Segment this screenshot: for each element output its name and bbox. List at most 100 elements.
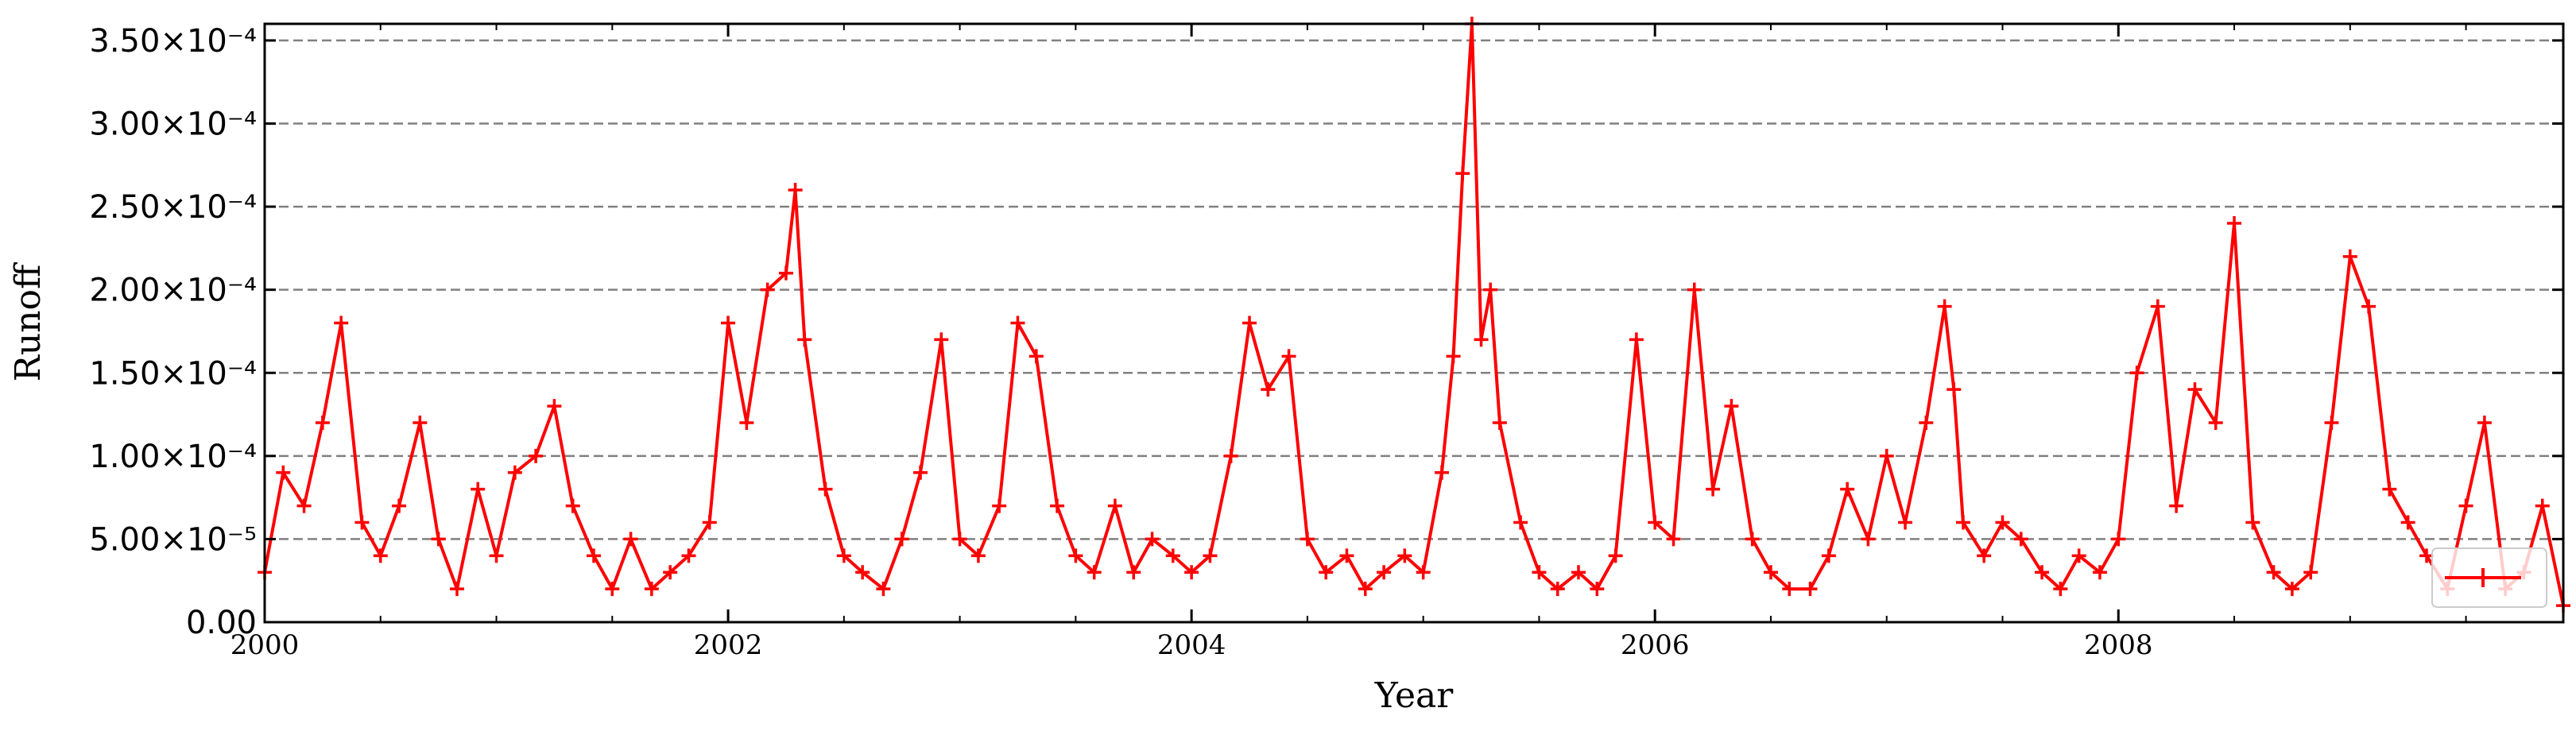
data-point — [507, 465, 522, 480]
x-tick-label-3: 2006 — [1621, 629, 1690, 661]
y-tick-label-3: 1.50×10⁻⁴ — [89, 355, 257, 392]
data-point — [894, 532, 909, 547]
plot-frame — [263, 22, 2565, 624]
data-point — [431, 532, 446, 547]
data-point — [2187, 382, 2202, 397]
data-point — [1010, 315, 1025, 331]
data-point — [1126, 565, 1141, 580]
y-tick-label-6: 3.00×10⁻⁴ — [89, 106, 257, 143]
data-point — [1977, 548, 1992, 563]
data-point — [586, 548, 601, 563]
data-point — [2071, 548, 2086, 563]
data-point — [1300, 532, 1315, 547]
data-point — [276, 465, 291, 480]
y-tick-label-0: 0.00 — [186, 605, 257, 641]
data-point — [334, 315, 349, 331]
data-point — [1861, 532, 1876, 547]
data-point — [2092, 565, 2107, 580]
data-point — [1706, 482, 1721, 497]
data-point — [2053, 582, 2068, 597]
data-point — [2111, 532, 2126, 547]
y-tick-label-4: 2.00×10⁻⁴ — [89, 273, 257, 309]
data-point — [2361, 299, 2377, 314]
data-point — [1319, 565, 1334, 580]
data-point — [818, 482, 833, 497]
data-point — [1821, 548, 1836, 563]
data-point — [1955, 515, 1970, 530]
data-point — [623, 532, 638, 547]
data-point — [797, 332, 812, 347]
data-point — [952, 532, 967, 547]
data-point — [1629, 332, 1644, 347]
x-axis-label: Year — [1374, 675, 1454, 716]
data-point — [1532, 565, 1547, 580]
data-point — [1995, 515, 2010, 530]
data-point — [2129, 366, 2144, 381]
data-point — [605, 582, 620, 597]
data-point — [681, 548, 696, 563]
data-point — [970, 548, 986, 563]
data-point — [2169, 498, 2184, 513]
data-point — [2458, 498, 2473, 513]
data-point — [1028, 349, 1044, 364]
axis-ticks: 0.00 5.00×10⁻⁵ 1.00×10⁻⁴ 1.50×10⁻⁴ 2.00×10⁻⁴… — [89, 23, 2563, 661]
data-point — [1483, 282, 1498, 297]
data-point — [1223, 448, 1238, 463]
data-point — [836, 548, 851, 563]
data-point — [2342, 249, 2357, 264]
data-point — [2227, 216, 2242, 230]
data-point — [1242, 315, 1257, 331]
data-point — [1474, 332, 1489, 347]
y-tick-label-7: 3.50×10⁻⁴ — [89, 23, 257, 60]
data-point — [1898, 515, 1913, 530]
y-tick-label-2: 1.00×10⁻⁴ — [89, 439, 257, 475]
data-point — [1513, 515, 1528, 530]
data-point — [1068, 548, 1083, 563]
data-point — [392, 498, 407, 513]
data-point — [1165, 548, 1180, 563]
x-tick-label-0: 2000 — [230, 629, 300, 661]
data-point — [992, 498, 1007, 513]
data-point — [1358, 582, 1373, 597]
data-point — [1571, 565, 1586, 580]
data-point — [913, 465, 928, 480]
data-point — [489, 548, 504, 563]
data-point — [413, 416, 428, 430]
data-point — [1416, 565, 1431, 580]
data-point — [1947, 382, 1962, 397]
data-point — [1087, 565, 1102, 580]
data-point — [2382, 482, 2397, 497]
data-point — [778, 265, 793, 280]
data-point — [644, 582, 659, 597]
data-point — [2208, 416, 2223, 430]
data-point — [2400, 515, 2415, 530]
data-point — [529, 448, 544, 463]
data-point — [1446, 349, 1461, 364]
data-point — [760, 282, 775, 297]
data-point — [2013, 532, 2028, 547]
data-point — [2477, 416, 2492, 430]
data-point — [1919, 416, 1934, 430]
data-point — [1550, 582, 1565, 597]
data-point — [1107, 498, 1122, 513]
x-tick-label-1: 2002 — [694, 629, 763, 661]
x-tick-label-4: 2008 — [2084, 629, 2153, 661]
data-point — [2303, 565, 2318, 580]
data-point — [1724, 399, 1739, 414]
data-point — [1281, 349, 1296, 364]
data-point — [1782, 582, 1797, 597]
legend — [2431, 547, 2547, 608]
y-tick-label-5: 2.50×10⁻⁴ — [89, 189, 257, 226]
data-point — [1803, 582, 1818, 597]
data-point — [1590, 582, 1605, 597]
data-point — [1339, 548, 1354, 563]
data-point — [315, 416, 330, 430]
data-point — [565, 498, 580, 513]
data-point — [702, 515, 717, 530]
data-point — [2284, 582, 2299, 597]
data-point — [934, 332, 949, 347]
data-point — [2535, 498, 2550, 513]
data-point — [721, 315, 736, 331]
data-point — [1050, 498, 1065, 513]
data-point — [1434, 465, 1449, 480]
